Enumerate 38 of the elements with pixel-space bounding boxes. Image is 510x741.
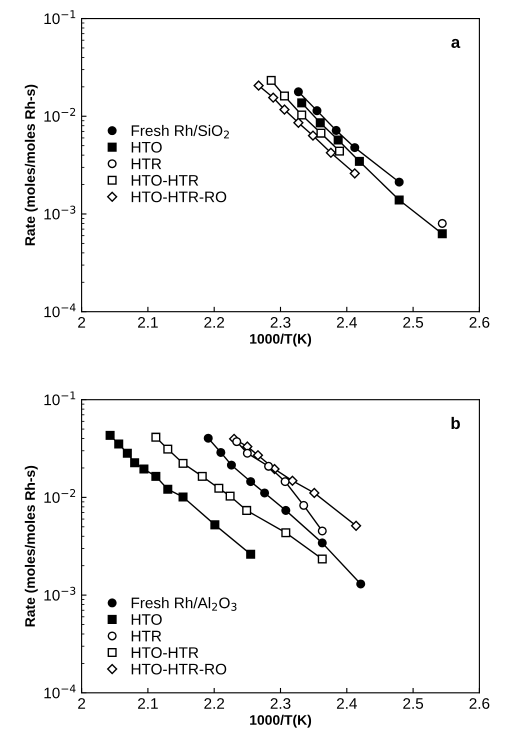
x-tick-label: 2.3 <box>270 316 290 328</box>
x-tick-label: 2 <box>78 698 86 709</box>
legend-label: HTO-HTR <box>132 174 198 186</box>
legend-label: Fresh Rh/SiO$_{2}$ <box>132 124 229 138</box>
legend-label: Fresh Rh/Al$_{2}$O$_{3}$ <box>132 597 236 611</box>
legend-label: HTR <box>132 158 162 170</box>
y-tick-label: 10$^{−1}$ <box>44 10 76 24</box>
legend-label: HTR <box>132 630 162 642</box>
y-tick-label: 10$^{−3}$ <box>44 586 76 601</box>
legend-label: HTO <box>132 142 162 153</box>
y-tick-label: 10$^{−3}$ <box>44 206 76 220</box>
x-tick-label: 2.5 <box>403 316 424 328</box>
x-tick-label: 2.6 <box>470 316 490 328</box>
x-tick-label: 2.1 <box>138 698 158 709</box>
annotation: a <box>451 38 460 48</box>
legend-label: HTO-HTR-RO <box>132 664 226 675</box>
y-tick-label: 10$^{−1}$ <box>44 391 76 406</box>
x-tick-label: 2.2 <box>204 698 224 709</box>
legend-label: HTO-HTR-RO <box>132 191 226 202</box>
y-tick-label: 10$^{−4}$ <box>44 684 76 698</box>
y-tick-label: 10$^{−2}$ <box>44 108 76 122</box>
x-axis-title: 1000/T(K) <box>250 334 312 347</box>
x-tick-label: 2.2 <box>204 316 224 328</box>
x-axis-title: 1000/T(K) <box>250 714 312 728</box>
legend-label: HTO-HTR <box>132 647 198 658</box>
x-tick-label: 2.4 <box>336 698 357 709</box>
x-tick-label: 2.6 <box>470 698 490 709</box>
x-tick-label: 2.3 <box>270 698 290 709</box>
x-tick-label: 2.4 <box>336 316 357 328</box>
y-tick-label: 10$^{−2}$ <box>44 489 76 503</box>
x-tick-label: 2.1 <box>138 316 158 328</box>
y-axis-title: Rate (moles/moles Rh-s) <box>24 466 38 626</box>
legend-label: HTO <box>132 614 162 625</box>
y-tick-label: 10$^{−4}$ <box>44 303 76 318</box>
x-tick-label: 2.5 <box>403 698 424 709</box>
y-axis-title: Rate (moles/moles Rh-s) <box>24 84 38 246</box>
x-tick-label: 2 <box>78 316 86 328</box>
annotation: b <box>452 416 460 430</box>
